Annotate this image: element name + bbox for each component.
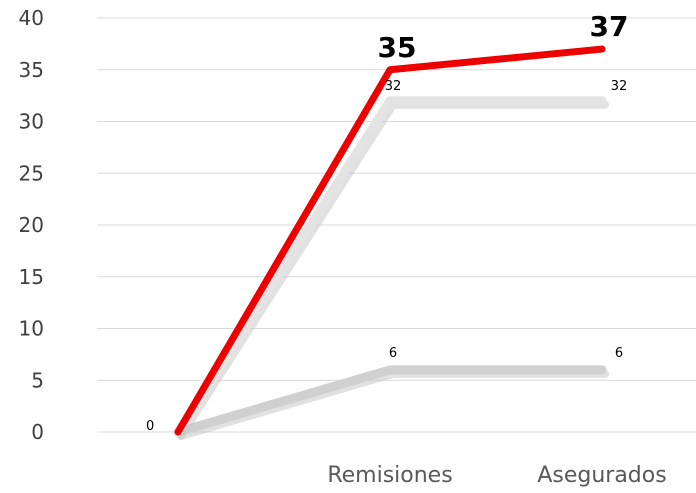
series-1-line xyxy=(173,96,607,437)
data-label-s1-p2: 32 xyxy=(611,79,628,94)
y-tick-label-15: 15 xyxy=(19,265,44,289)
data-label-s2-p2: 37 xyxy=(590,10,629,43)
y-tick-label-20: 20 xyxy=(19,213,44,237)
y-tick-label-35: 35 xyxy=(19,58,44,82)
data-label-s0-p2: 6 xyxy=(615,346,623,361)
data-labels: 6 6 32 32 0 35 37 xyxy=(146,10,628,434)
x-category-label-asegurados: Asegurados xyxy=(537,463,666,488)
y-tick-label-25: 25 xyxy=(19,161,44,185)
series-2-line xyxy=(174,45,606,436)
x-axis-category-labels: Remisiones Asegurados xyxy=(327,463,666,488)
series-lines xyxy=(173,45,609,440)
y-tick-label-5: 5 xyxy=(31,368,44,392)
data-label-s0-p1: 6 xyxy=(389,346,397,361)
data-label-s1-p1: 32 xyxy=(385,79,402,94)
series-0-line xyxy=(173,365,607,437)
y-tick-label-40: 40 xyxy=(19,6,44,30)
series-0-shadow xyxy=(177,369,609,440)
series-1-shadow xyxy=(177,100,609,440)
y-tick-label-0: 0 xyxy=(31,420,44,444)
y-tick-label-10: 10 xyxy=(19,317,44,341)
y-axis-tick-labels: 0 5 10 15 20 25 30 35 40 xyxy=(19,6,44,444)
data-label-s2-p1: 35 xyxy=(378,31,417,64)
y-tick-label-30: 30 xyxy=(19,110,44,134)
x-category-label-remisiones: Remisiones xyxy=(327,463,452,488)
data-label-s2-p0: 0 xyxy=(146,419,154,434)
gridlines xyxy=(97,17,696,433)
